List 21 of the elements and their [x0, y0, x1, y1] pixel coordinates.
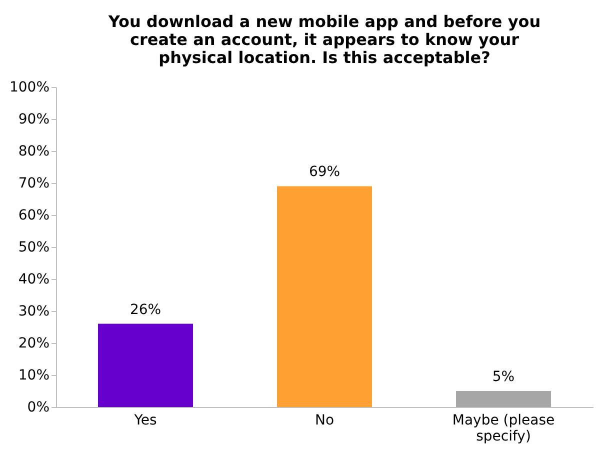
y-tick-label: 30% [18, 304, 50, 320]
y-tick-label: 60% [18, 208, 50, 224]
y-tick-label: 20% [18, 336, 50, 352]
data-label: 69% [308, 164, 340, 180]
y-tick-label: 40% [18, 272, 50, 288]
y-tick-label: 0% [27, 400, 50, 416]
data-label: 5% [492, 369, 515, 385]
y-tick-label: 50% [18, 240, 50, 256]
y-tick-label: 10% [18, 368, 50, 384]
bar [277, 186, 372, 407]
y-tick-label: 80% [18, 144, 50, 160]
y-tick-label: 100% [9, 80, 50, 96]
x-tick-label: No [314, 412, 334, 428]
x-tick-label: Yes [133, 412, 157, 428]
y-tick-label: 90% [18, 112, 50, 128]
bar [456, 391, 551, 407]
y-tick-label: 70% [18, 176, 50, 192]
x-tick-label: Maybe (please specify) [452, 412, 555, 444]
bar [98, 324, 193, 407]
data-label: 26% [130, 302, 162, 318]
chart-title: You download a new mobile app and before you create an account, it appears to know your physical location. Is this acceptable? [107, 12, 541, 67]
